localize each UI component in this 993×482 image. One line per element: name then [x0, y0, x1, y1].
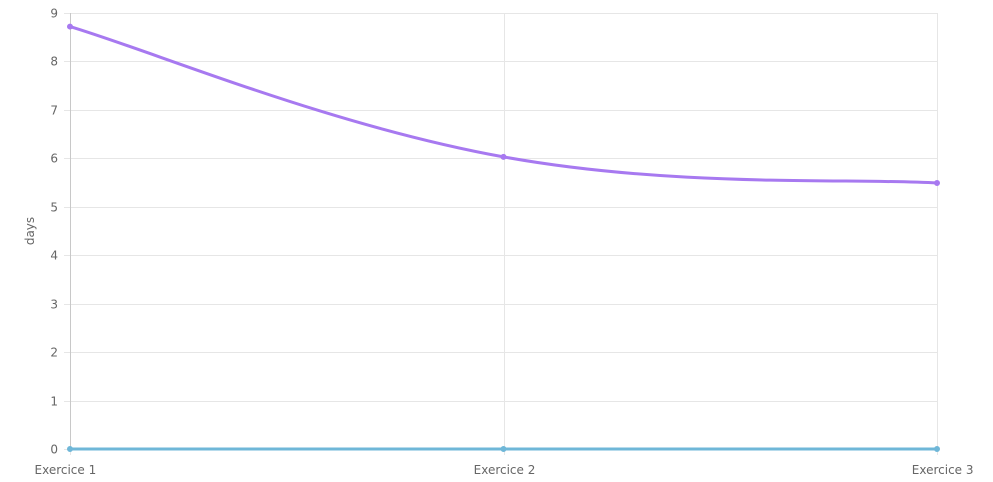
y-tick-label: 0: [50, 443, 58, 457]
labels-layer: 0 1 2 3 4 5 6 7 8 9 Exercice 1 Exercice 2 Exercice 3: [35, 7, 974, 478]
data-point-series-2: [500, 446, 507, 452]
y-tick-label: 9: [50, 7, 58, 21]
x-tick-label: Exercice 3: [912, 463, 974, 477]
data-point-series-2: [67, 446, 73, 452]
data-point-series-1: [934, 180, 940, 187]
x-tick-label: Exercice 1: [35, 463, 97, 477]
grid-layer: [64, 13, 938, 455]
data-point-series-1: [500, 153, 507, 160]
y-tick-label: 3: [50, 298, 58, 312]
data-point-series-2: [934, 446, 940, 452]
axes-layer: [70, 13, 937, 450]
x-tick-label: Exercice 2: [474, 463, 536, 477]
y-tick-label: 1: [50, 395, 58, 409]
y-tick-label: 2: [50, 346, 58, 360]
y-tick-label: 6: [50, 152, 58, 166]
y-tick-label: 5: [50, 201, 58, 215]
y-tick-label: 8: [50, 55, 58, 69]
y-tick-label: 7: [50, 104, 58, 118]
y-tick-label: 4: [50, 249, 58, 263]
y-axis-title: days: [23, 217, 37, 245]
series-layer: [67, 23, 940, 452]
data-point-series-1: [67, 23, 73, 30]
